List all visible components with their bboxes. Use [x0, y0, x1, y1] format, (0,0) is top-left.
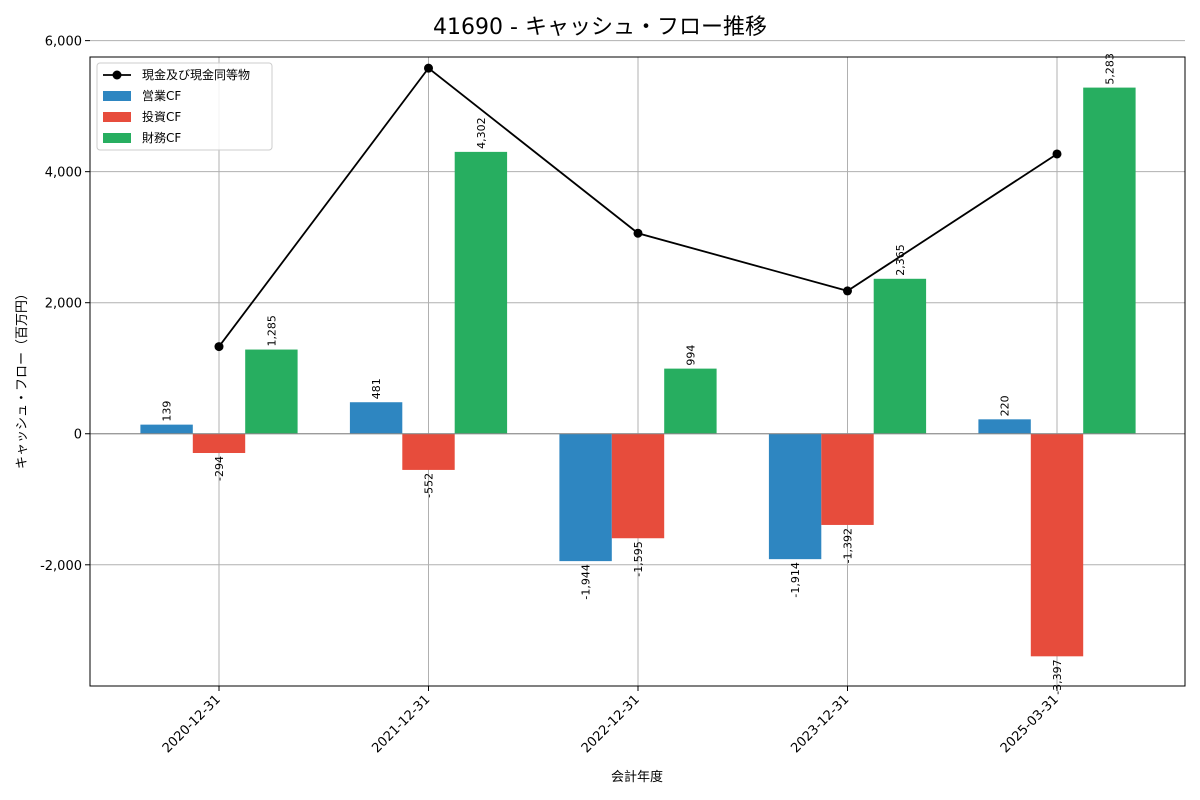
bar: [873, 278, 927, 434]
bar: [1030, 433, 1084, 657]
bar-value-label: -552: [423, 473, 436, 498]
bar: [402, 433, 455, 470]
bar: [1083, 87, 1136, 434]
bar: [768, 433, 822, 560]
bar: [821, 433, 874, 525]
cash-equivalents-point: [843, 286, 852, 296]
bar: [192, 433, 246, 454]
bar-value-label: 994: [684, 345, 697, 366]
cash-equivalents-point: [424, 63, 433, 73]
bar-value-label: 2,365: [894, 244, 907, 276]
bar: [140, 424, 193, 434]
y-tick-label: 4,000: [45, 166, 82, 181]
y-axis-label: キャッシュ・フロー（百万円）: [15, 287, 30, 469]
x-tick-label: 2022-12-31: [579, 692, 643, 756]
bar-value-label: 1,285: [265, 315, 278, 347]
bar-value-label: -1,944: [580, 564, 593, 599]
bar-value-label: -1,595: [632, 541, 645, 576]
legend-label: 現金及び現金同等物: [142, 67, 250, 82]
y-axis: -2,000 0 2,000 4,000 6,000: [40, 35, 90, 574]
bar-value-label: -1,392: [842, 528, 855, 563]
bar: [664, 368, 717, 434]
legend-label: 財務CF: [142, 130, 181, 145]
bar-value-label: -294: [213, 456, 226, 481]
x-tick-label: 2020-12-31: [160, 692, 224, 756]
legend-swatch: [103, 133, 131, 143]
x-tick-label: 2025-03-31: [998, 692, 1062, 756]
x-axis: 2020-12-31 2021-12-31 2022-12-31 2023-12-31…: [160, 686, 1062, 756]
bar-value-label: 4,302: [475, 117, 488, 149]
x-axis-label: 会計年度: [611, 769, 663, 785]
cash-equivalents-point: [214, 342, 224, 352]
legend-label: 営業CF: [142, 89, 181, 103]
cash-equivalents-point: [633, 228, 643, 238]
legend-box: [96, 62, 273, 151]
bar-value-label: 139: [161, 401, 174, 422]
bar: [454, 151, 508, 434]
legend-line-marker: [112, 70, 122, 80]
bar-labels-layer: 139 481 -1,944 -1,914 220 -294 -552 -1,595 -1,39…: [161, 53, 1117, 695]
legend-swatch: [103, 112, 131, 122]
y-tick-label: 2,000: [45, 297, 82, 312]
bar: [245, 349, 298, 434]
legend-label: 投資CF: [142, 109, 181, 124]
chart-title: 41690 - キャッシュ・フロー推移: [433, 15, 767, 40]
x-tick-label: 2021-12-31: [369, 692, 433, 756]
y-tick-label: 0: [74, 428, 82, 443]
legend-swatch: [103, 91, 131, 101]
y-tick-label: 6,000: [45, 35, 82, 50]
y-tick-label: -2,000: [40, 559, 82, 574]
bar-value-label: 220: [999, 395, 1012, 416]
bars-layer: [140, 87, 1136, 657]
cash-equivalents-point: [1052, 149, 1062, 159]
bar: [978, 419, 1031, 434]
bar-value-label: 5,283: [1103, 53, 1116, 85]
bar: [559, 433, 612, 562]
x-tick-label: 2023-12-31: [788, 692, 852, 756]
bar-value-label: 481: [370, 378, 383, 399]
bar: [611, 433, 665, 539]
cash-line-layer: [214, 63, 1062, 352]
bar: [349, 402, 403, 434]
bar-value-label: -1,914: [789, 562, 802, 597]
